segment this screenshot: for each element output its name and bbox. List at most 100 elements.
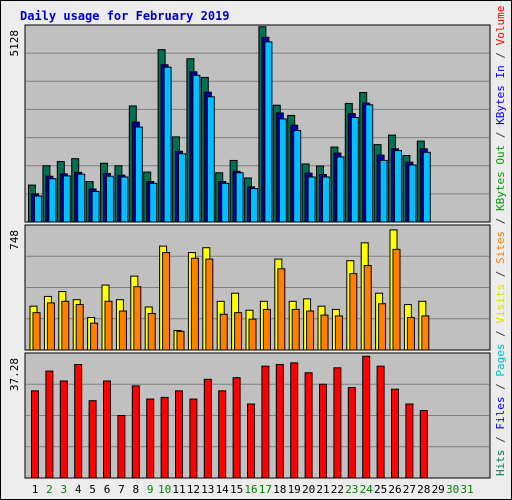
bar-pages-day-13 [206, 96, 215, 223]
legend-entry: Volume [494, 6, 507, 46]
bar-pages-day-4 [77, 173, 86, 223]
bar-pages-day-15 [235, 172, 244, 223]
day-label-25: 25 [374, 483, 387, 496]
day-label-20: 20 [302, 483, 315, 496]
bar-sites-day-21 [320, 314, 329, 351]
bar-pages-day-2 [48, 178, 57, 223]
bar-pages-day-12 [192, 74, 201, 223]
day-label-26: 26 [388, 483, 401, 496]
legend-entry: KBytes Out [494, 145, 507, 211]
day-label-18: 18 [273, 483, 286, 496]
bar-volume-day-15 [232, 377, 241, 479]
bar-pages-day-25 [379, 159, 388, 223]
bar-sites-day-19 [291, 308, 300, 351]
legend-entry: Hits [494, 450, 507, 477]
bar-volume-day-26 [391, 388, 399, 479]
bar-sites-day-23 [349, 273, 358, 351]
day-label-28: 28 [417, 483, 430, 496]
day-label-19: 19 [288, 483, 301, 496]
bar-sites-day-8 [133, 286, 142, 351]
panel-volume-max-label: 37.28 [8, 358, 21, 391]
bar-sites-day-26 [392, 248, 401, 351]
bar-sites-day-2 [46, 302, 55, 351]
bar-sites-day-11 [176, 330, 185, 351]
day-label-10: 10 [158, 483, 171, 496]
bar-volume-day-22 [333, 367, 342, 479]
day-label-14: 14 [216, 483, 230, 496]
bar-pages-day-16 [250, 188, 258, 223]
bar-volume-day-24 [362, 355, 371, 479]
bar-pages-day-11 [178, 153, 186, 223]
bar-sites-day-13 [205, 258, 214, 351]
bar-volume-day-7 [117, 415, 126, 479]
bar-sites-day-18 [277, 268, 286, 351]
bar-volume-day-20 [304, 372, 313, 479]
bar-sites-day-4 [75, 304, 84, 351]
bar-pages-day-6 [106, 175, 114, 223]
bar-pages-day-17 [264, 41, 273, 223]
day-label-27: 27 [403, 483, 416, 496]
bar-volume-day-18 [275, 364, 284, 479]
day-label-30: 30 [446, 483, 459, 496]
bar-sites-day-22 [334, 315, 343, 351]
day-label-1: 1 [32, 483, 39, 496]
bar-sites-day-9 [147, 312, 156, 351]
bar-pages-day-9 [149, 182, 158, 223]
bar-volume-day-8 [131, 385, 140, 479]
legend-entry: / [494, 324, 507, 344]
chart-title: Daily usage for February 2019 [20, 9, 230, 23]
day-label-21: 21 [316, 483, 329, 496]
legend-entry: Files [494, 397, 507, 430]
bar-sites-day-17 [262, 308, 271, 351]
bar-sites-day-10 [162, 252, 171, 351]
bar-sites-day-16 [248, 318, 257, 351]
bar-sites-day-14 [219, 313, 228, 351]
bar-volume-day-9 [146, 398, 155, 479]
bar-pages-day-23 [350, 117, 359, 223]
bar-pages-day-20 [307, 176, 316, 223]
day-label-31: 31 [460, 483, 473, 496]
bar-pages-day-18 [278, 118, 287, 223]
bar-volume-day-17 [261, 365, 270, 479]
bar-volume-day-14 [218, 390, 227, 479]
legend-entry: / [494, 430, 507, 450]
bar-pages-day-24 [365, 104, 374, 223]
bar-sites-day-6 [104, 300, 113, 351]
legend-entry: / [494, 125, 507, 145]
bar-pages-day-3 [62, 175, 71, 223]
day-label-2: 2 [46, 483, 53, 496]
bar-pages-day-8 [134, 126, 143, 223]
panel-hits-max-label: 5128 [8, 30, 21, 57]
bar-volume-day-25 [376, 365, 385, 479]
day-label-9: 9 [147, 483, 154, 496]
legend-entry: Sites [494, 231, 507, 264]
bar-pages-day-26 [394, 150, 402, 223]
bar-volume-day-2 [45, 370, 54, 479]
bar-sites-day-25 [378, 303, 387, 351]
bar-volume-day-16 [247, 403, 255, 479]
bar-pages-day-27 [408, 164, 417, 223]
bar-volume-day-23 [347, 387, 356, 479]
legend-entry: / [494, 45, 507, 65]
day-label-22: 22 [331, 483, 344, 496]
bar-sites-day-27 [406, 317, 415, 351]
bar-sites-day-28 [421, 315, 430, 351]
bar-volume-day-3 [59, 380, 68, 479]
bar-sites-day-3 [61, 300, 70, 351]
bar-volume-day-12 [189, 398, 198, 479]
day-label-13: 13 [201, 483, 214, 496]
bar-sites-day-1 [32, 312, 41, 351]
day-label-12: 12 [187, 483, 200, 496]
day-label-24: 24 [360, 483, 374, 496]
bar-pages-day-21 [322, 176, 330, 223]
bar-volume-day-28 [419, 410, 428, 479]
right-legend: Hits / Files / Pages / Visits / Sites / … [494, 6, 507, 476]
bar-volume-day-19 [290, 362, 299, 479]
day-label-29: 29 [432, 483, 445, 496]
bar-sites-day-12 [190, 257, 199, 351]
day-label-15: 15 [230, 483, 243, 496]
day-label-7: 7 [118, 483, 125, 496]
day-label-5: 5 [89, 483, 96, 496]
bar-volume-day-27 [405, 403, 414, 479]
